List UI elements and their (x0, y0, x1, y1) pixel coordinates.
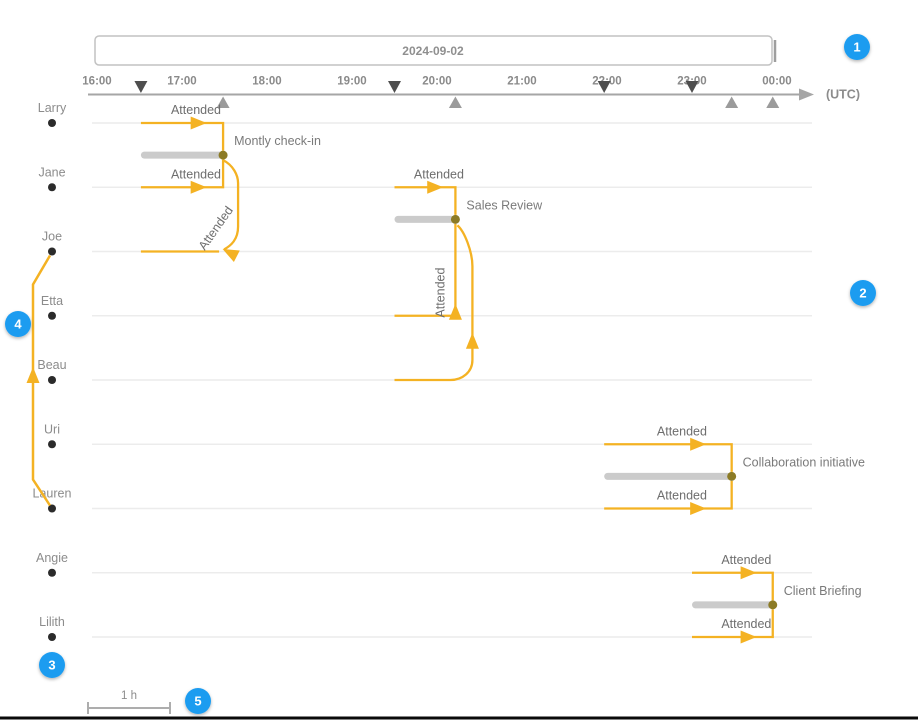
attendance-edge (394, 186, 457, 215)
attendance-edge (140, 159, 225, 189)
scale-ruler (87, 702, 171, 714)
event-title: Montly check-in (234, 134, 321, 148)
attendance-edge (692, 609, 774, 639)
event-bar[interactable] (394, 215, 456, 223)
event-end-marker-icon (448, 96, 462, 108)
attendance-edge (604, 480, 733, 510)
attendance-edge (394, 223, 457, 317)
attendance-label: Attended (721, 553, 771, 567)
attendance-arrow-icon (690, 502, 707, 515)
annotation-badge-number: 1 (853, 40, 860, 55)
entity-dot[interactable] (48, 119, 56, 127)
tick-label: 16:00 (82, 76, 111, 88)
entity-link-arrowhead-icon (26, 367, 40, 383)
attendance-arrow-icon (222, 249, 240, 263)
attendance-label: Attended (721, 617, 771, 631)
event-start-marker-icon (685, 81, 699, 93)
annotation-badge[interactable] (850, 280, 876, 306)
annotation-badge[interactable] (39, 652, 65, 678)
entity-label[interactable]: Larry (38, 101, 67, 115)
axis-arrow-icon (799, 88, 814, 101)
annotation-badge-number: 5 (194, 694, 201, 709)
event-start-marker-icon (134, 81, 148, 93)
event-dot[interactable] (768, 600, 778, 610)
event-dot[interactable] (218, 150, 228, 160)
event-title: Sales Review (466, 198, 543, 212)
entity-dot[interactable] (48, 504, 56, 513)
entity-label[interactable]: Angie (36, 551, 68, 565)
attendance-arrow-icon (465, 332, 479, 349)
event-dot[interactable] (727, 471, 737, 481)
attendance-edge (140, 121, 225, 151)
event-bar[interactable] (140, 151, 224, 159)
entity-label[interactable]: Lauren (33, 487, 72, 501)
scale-label: 1 h (121, 690, 137, 702)
attendance-arrow-icon (427, 180, 444, 194)
entity-label[interactable]: Jane (38, 165, 65, 179)
tick-label: 00:00 (762, 76, 791, 88)
entity-dot[interactable] (48, 568, 56, 577)
date-label: 2024-09-02 (402, 44, 464, 58)
annotation-badge-number: 4 (14, 317, 22, 332)
entity-dot[interactable] (48, 376, 56, 384)
entity-dot[interactable] (48, 633, 56, 641)
event-end-marker-icon (725, 96, 739, 108)
event-title: Client Briefing (784, 584, 862, 598)
event-bar[interactable] (604, 472, 732, 480)
event-end-marker-icon (216, 96, 230, 108)
annotation-badge[interactable] (185, 688, 211, 714)
attendance-arrow-icon (190, 180, 207, 194)
attendance-edge (692, 571, 774, 601)
entity-label[interactable]: Uri (44, 422, 60, 436)
attendance-label: Attended (433, 267, 447, 317)
entity-dot[interactable] (48, 183, 56, 192)
tick-label: 18:00 (252, 76, 281, 88)
tick-label: 21:00 (507, 76, 536, 88)
annotation-badge-number: 3 (48, 658, 55, 673)
attendance-arrow-icon (690, 437, 707, 451)
attendance-edge (222, 159, 240, 251)
event-end-marker-icon (766, 96, 780, 108)
attendance-arrow-icon (740, 566, 757, 580)
bottom-border (0, 716, 918, 720)
entity-label[interactable]: Etta (41, 294, 63, 308)
attendance-arrow-icon (740, 630, 757, 644)
utc-label: (UTC) (826, 88, 860, 102)
tick-label: 17:00 (167, 76, 196, 88)
entity-dot[interactable] (48, 311, 56, 320)
entity-dot[interactable] (48, 440, 56, 449)
entity-label[interactable]: Beau (37, 358, 66, 372)
entity-label[interactable]: Lilith (39, 615, 65, 629)
event-start-marker-icon (388, 81, 401, 93)
event-title: Collaboration initiative (743, 455, 865, 469)
attendance-label: Attended (171, 167, 221, 181)
entity-label[interactable]: Joe (42, 230, 62, 244)
tick-label: 20:00 (422, 76, 451, 88)
entity-dot[interactable] (48, 247, 56, 256)
annotation-badge[interactable] (5, 311, 31, 337)
attendance-edge (604, 443, 733, 472)
attendance-edge (394, 224, 474, 382)
annotation-badge[interactable] (844, 34, 870, 60)
tick-label: 19:00 (337, 76, 366, 88)
event-dot[interactable] (450, 214, 460, 224)
attendance-label: Attended (657, 424, 707, 438)
event-start-marker-icon (597, 81, 611, 93)
annotation-badge-number: 2 (859, 286, 866, 301)
attendance-arrow-icon (190, 116, 207, 130)
attendance-label: Attended (171, 103, 221, 117)
date-range-selector[interactable] (94, 35, 773, 66)
attendance-label: Attended (414, 167, 464, 181)
event-bar[interactable] (692, 601, 773, 609)
attendance-arrow-icon (448, 303, 462, 320)
attendance-label: Attended (657, 489, 707, 503)
